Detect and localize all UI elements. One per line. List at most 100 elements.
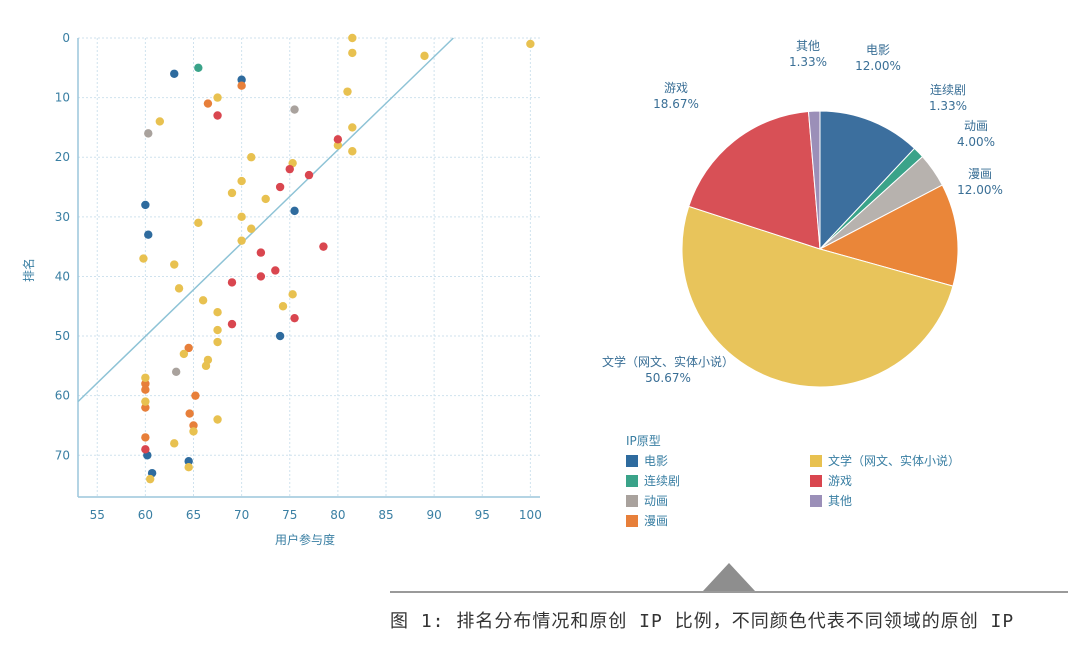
scatter-point [278, 302, 288, 311]
legend-item-animation: 动画 [626, 492, 668, 509]
y-tick-label: 10 [55, 91, 70, 105]
scatter-point [288, 290, 297, 299]
scatter-point [189, 427, 198, 436]
legend-item-film: 电影 [626, 452, 668, 469]
y-tick-label: 20 [55, 150, 70, 164]
x-tick-label: 70 [234, 508, 249, 522]
scatter-point [191, 391, 200, 400]
x-tick-label: 60 [138, 508, 153, 522]
scatter-point [227, 188, 237, 198]
legend-label: 电影 [644, 454, 669, 468]
legend-swatch [810, 475, 822, 487]
scatter-point [237, 236, 246, 245]
legend-swatch [626, 515, 638, 527]
scatter-point [237, 81, 246, 90]
x-tick-label: 65 [186, 508, 201, 522]
pie-slice [681, 205, 954, 388]
scatter-point [256, 248, 266, 257]
scatter-point [247, 153, 256, 162]
legend-swatch [626, 475, 638, 487]
scatter-point [290, 105, 299, 114]
scatter-point [213, 93, 222, 102]
scatter-point [227, 319, 237, 329]
scatter-point [348, 48, 357, 58]
legend-swatch [626, 455, 638, 467]
pie-slice [688, 110, 821, 250]
scatter-point [290, 206, 299, 216]
x-tick-label: 100 [519, 508, 542, 522]
legend-label: 漫画 [644, 514, 669, 528]
scatter-point [526, 39, 535, 49]
scatter-point [141, 373, 150, 382]
scatter-tick-labels: 55 60 65 70 75 80 85 90 95 100 0 10 20 30 40 50 60 70 [55, 31, 542, 522]
scatter-point [184, 343, 193, 353]
scatter-point [290, 313, 299, 323]
figure-caption: 图 1: 排名分布情况和原创 IP 比例，不同颜色代表不同领域的原创 IP [390, 611, 1015, 632]
pie-slice [818, 184, 959, 287]
scatter-point [213, 325, 222, 335]
scatter-point [141, 397, 150, 406]
y-tick-label: 60 [55, 389, 70, 403]
scatter-point [213, 415, 222, 424]
scatter-point [179, 349, 189, 359]
scatter-point [141, 433, 150, 442]
scatter-point [145, 474, 155, 484]
legend-title: IP原型 [626, 434, 661, 448]
scatter-point [333, 141, 343, 150]
pie-slice-label: 漫画 [968, 167, 992, 181]
legend-swatch [810, 495, 822, 507]
y-tick-label: 70 [55, 448, 70, 462]
scatter-point [144, 230, 153, 239]
pie-slice-percent: 1.33% [789, 55, 827, 69]
pie-slice-label: 游戏 [664, 81, 688, 95]
scatter-points [139, 33, 535, 484]
scatter-point [141, 445, 150, 454]
scatter-point [275, 331, 285, 341]
pie-slices [681, 110, 959, 388]
legend-item-literature: 文学（网文、实体小说） [810, 452, 960, 469]
scatter-point [184, 457, 193, 466]
scatter-point [304, 170, 314, 180]
scatter-point [348, 33, 357, 43]
scatter-point [261, 194, 270, 204]
y-axis-label: 排名 [21, 258, 36, 282]
x-tick-label: 85 [378, 508, 393, 522]
scatter-axes [77, 38, 540, 498]
pie-slice-label: 动画 [964, 119, 988, 133]
legend-item-comic: 漫画 [626, 512, 668, 529]
scatter-point [247, 224, 256, 233]
scatter-point [171, 367, 181, 377]
caption-pointer [703, 563, 755, 591]
scatter-point [141, 379, 150, 388]
pie-legend: IP原型 电影 文学（网文、实体小说） 连续剧 游戏 动画 其他 漫画 [626, 432, 1066, 532]
scatter-point [285, 164, 294, 174]
pie-slice-label: 其他 [796, 39, 820, 53]
scatter-point [237, 212, 246, 222]
scatter-point [141, 200, 150, 210]
scatter-point [237, 176, 246, 186]
scatter-point [170, 69, 179, 78]
scatter-point [203, 99, 213, 108]
x-tick-label: 75 [282, 508, 297, 522]
legend-item-tv-series: 连续剧 [626, 472, 680, 489]
scatter-point [170, 260, 179, 269]
pie-slice-label: 连续剧 [930, 82, 966, 97]
scatter-point [213, 337, 222, 347]
legend-item-game: 游戏 [810, 472, 852, 489]
y-tick-label: 30 [55, 210, 70, 224]
scatter-point [256, 272, 266, 281]
legend-label: 连续剧 [644, 474, 681, 488]
scatter-point [194, 218, 203, 227]
scatter-point [348, 123, 357, 132]
scatter-point [420, 51, 429, 61]
y-tick-label: 0 [62, 31, 70, 45]
scatter-point [184, 462, 193, 472]
scatter-chart: 55 60 65 70 75 80 85 90 95 100 0 10 20 30 40 50 60 70 用户参… [21, 31, 542, 547]
legend-swatch [810, 455, 822, 467]
legend-swatch [626, 495, 638, 507]
scatter-point [275, 182, 285, 192]
pie-slice [819, 110, 916, 251]
scatter-point [271, 266, 280, 275]
pie-slice-percent: 50.67% [645, 371, 691, 385]
scatter-point [201, 361, 211, 371]
